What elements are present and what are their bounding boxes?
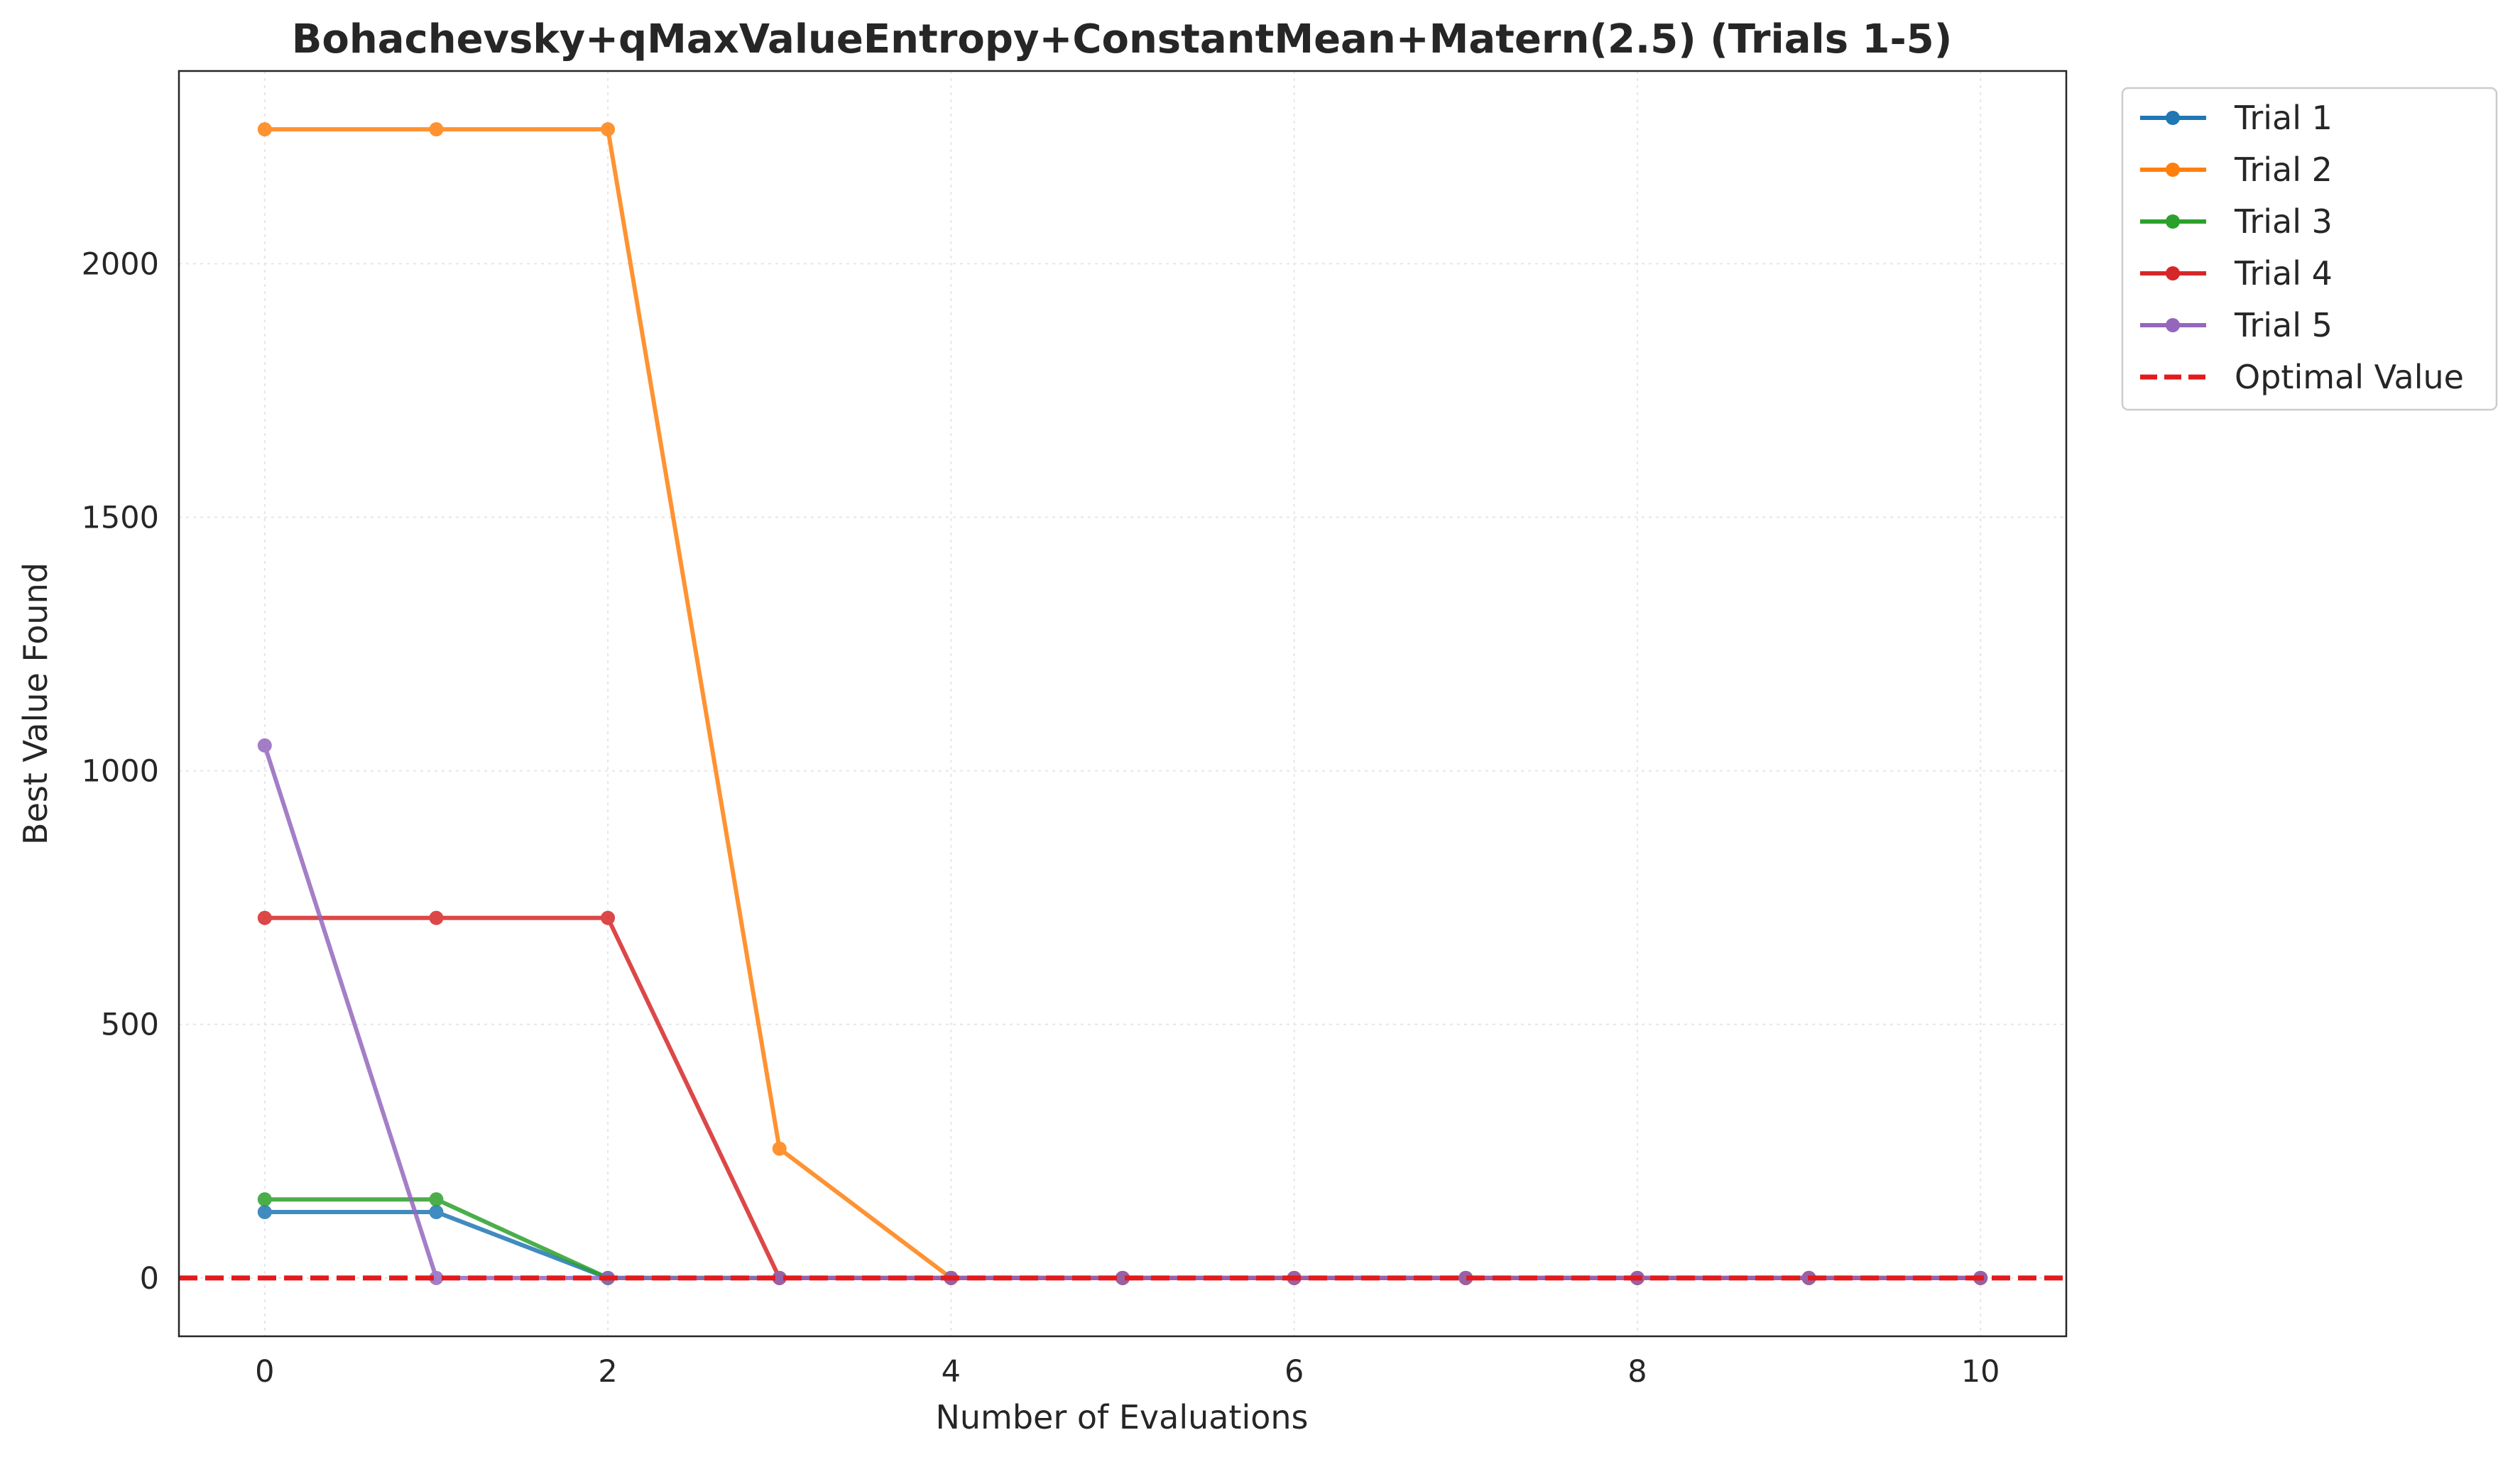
legend-label: Trial 3 [2234,202,2333,241]
data-point [601,910,616,925]
tick-labels: 0 2 4 6 8 10 0 500 1000 1500 2000 [82,246,2000,1390]
legend-label: Optimal Value [2235,358,2464,396]
legend-entry: Trial 1 [2140,99,2333,137]
legend-entry: Trial 3 [2140,202,2333,241]
data-point [257,122,272,137]
legend: Trial 1 Trial 2 Trial 3 Trial 4 Trial 5 Optim… [2121,87,2498,411]
legend-box [2121,87,2498,411]
data-point [772,1270,787,1285]
legend-marker [2166,266,2180,280]
legend-entry: Trial 2 [2140,151,2333,189]
data-point [429,1205,444,1220]
legend-label: Trial 1 [2234,99,2333,137]
legend-label: Trial 4 [2234,254,2333,293]
data-point [429,122,444,137]
y-tick-label: 1000 [82,754,159,790]
x-tick-label: 8 [1627,1354,1647,1390]
legend-entry: Trial 5 [2140,306,2333,344]
legend-marker [2166,163,2180,177]
x-axis-label: Number of Evaluations [935,1398,1308,1436]
data-point [772,1141,787,1156]
legend-marker [2166,214,2180,229]
data-point [429,1270,444,1285]
y-axis-label: Best Value Found [16,562,55,845]
y-tick-label: 2000 [82,246,159,282]
x-tick-label: 0 [255,1354,274,1390]
data-point [257,1192,272,1207]
data-point [429,1192,444,1207]
plot-frame [178,70,2068,1338]
data-point [429,910,444,925]
x-tick-label: 10 [1961,1354,2000,1390]
x-tick-label: 2 [598,1354,617,1390]
series-layer [179,122,2066,1285]
legend-marker [2166,111,2180,125]
y-tick-label: 1500 [82,501,159,536]
x-tick-label: 4 [942,1354,961,1390]
x-tick-label: 6 [1284,1354,1304,1390]
legend-entry: Trial 4 [2140,254,2333,293]
y-tick-label: 500 [101,1008,159,1043]
chart-title: Bohachevsky+qMaxValueEntropy+ConstantMea… [292,16,1953,62]
legend-label: Trial 2 [2234,151,2333,189]
y-tick-label: 0 [140,1261,159,1297]
legend-entry: Optimal Value [2140,358,2464,396]
data-point [1116,1270,1130,1285]
data-point [257,910,272,925]
data-point [257,738,272,753]
legend-label: Trial 5 [2234,306,2333,344]
data-point [257,1205,272,1220]
data-point [601,122,616,137]
data-point [1458,1270,1473,1285]
legend-marker [2166,318,2180,332]
